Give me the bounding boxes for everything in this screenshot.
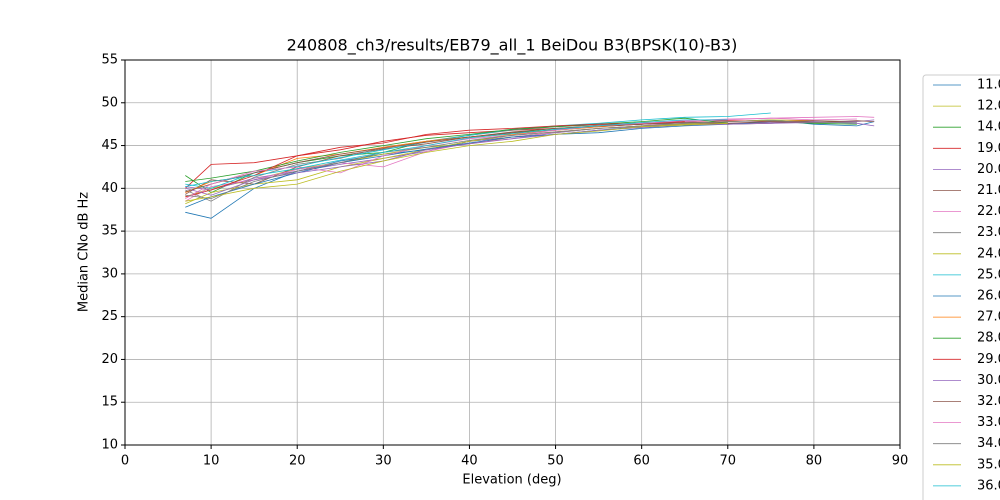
legend-label: 23.0	[977, 225, 1000, 240]
y-tick-label: 40	[101, 181, 118, 196]
x-tick-label: 40	[461, 454, 478, 469]
legend-label: 27.0	[977, 310, 1000, 325]
series-line	[185, 112, 771, 189]
legend-label: 28.0	[977, 331, 1000, 346]
legend-box	[922, 74, 1000, 500]
legend-label: 19.0	[977, 141, 1000, 156]
x-tick-label: 0	[121, 454, 129, 469]
series-line	[185, 121, 771, 208]
series-line	[185, 119, 728, 187]
legend-label: 34.0	[977, 436, 1000, 451]
chart-title: 240808_ch3/results/EB79_all_1 BeiDou B3(…	[287, 36, 738, 56]
x-axis-label: Elevation (deg)	[462, 473, 561, 488]
x-tick-label: 80	[806, 454, 823, 469]
legend-label: 29.0	[977, 352, 1000, 367]
series-line	[185, 120, 857, 200]
series-line	[185, 120, 875, 193]
x-tick-label: 50	[547, 454, 564, 469]
y-tick-label: 20	[101, 352, 118, 367]
x-tick-label: 70	[720, 454, 737, 469]
y-tick-label: 55	[101, 53, 118, 68]
y-tick-label: 15	[101, 395, 118, 410]
legend-label: 11.0	[977, 78, 1000, 93]
legend-label: 26.0	[977, 289, 1000, 304]
y-axis-label: Median CNo dB Hz	[77, 192, 92, 312]
legend-label: 33.0	[977, 415, 1000, 430]
x-tick-label: 60	[633, 454, 650, 469]
legend-label: 30.0	[977, 373, 1000, 388]
plot-frame	[124, 59, 901, 446]
series-line	[185, 119, 875, 196]
legend-label: 21.0	[977, 183, 1000, 198]
series-line	[185, 117, 857, 199]
legend-label: 14.0	[977, 120, 1000, 135]
x-tick-label: 30	[375, 454, 392, 469]
legend-label: 32.0	[977, 394, 1000, 409]
y-tick-label: 25	[101, 309, 118, 324]
legend-label: 35.0	[977, 457, 1000, 472]
legend-label: 36.0	[977, 478, 1000, 493]
series-line	[185, 122, 728, 202]
y-tick-label: 45	[101, 138, 118, 153]
legend-label: 25.0	[977, 267, 1000, 282]
x-tick-label: 90	[892, 454, 909, 469]
legend-label: 20.0	[977, 162, 1000, 177]
y-tick-label: 50	[101, 95, 118, 110]
y-tick-label: 35	[101, 224, 118, 239]
series-line	[185, 117, 728, 182]
series-line	[185, 121, 728, 205]
legend-label: 12.0	[977, 99, 1000, 114]
legend-label: 22.0	[977, 204, 1000, 219]
series-line	[185, 121, 875, 191]
series-line	[185, 122, 728, 202]
x-tick-label: 20	[289, 454, 306, 469]
y-tick-label: 30	[101, 266, 118, 281]
x-tick-label: 10	[203, 454, 220, 469]
y-tick-label: 10	[101, 438, 118, 453]
legend-label: 24.0	[977, 246, 1000, 261]
series-line	[185, 119, 875, 219]
